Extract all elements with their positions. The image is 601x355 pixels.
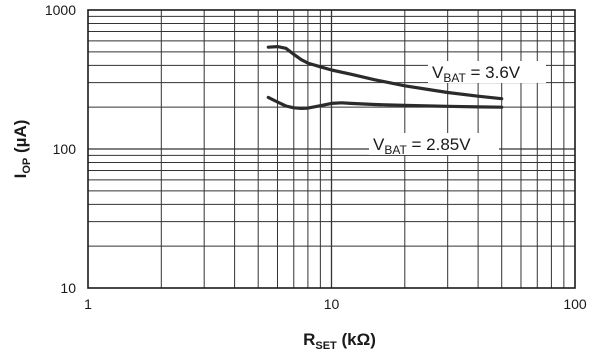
curves: [266, 45, 504, 110]
tick-labels: 1 10 100 10 100 1000: [45, 2, 587, 312]
plot-frame: [87, 9, 576, 289]
grid: [87, 9, 576, 289]
y-tick-label: 10: [60, 280, 76, 296]
series-label: VBAT = 3.6V: [432, 63, 521, 85]
series-line-vbat-2-85v: [266, 95, 504, 110]
x-tick-label: 10: [324, 296, 340, 312]
y-axis-label: IOP (µA): [11, 120, 33, 179]
y-tick-label: 1000: [45, 2, 76, 18]
x-tick-label: 100: [563, 296, 587, 312]
x-tick-label: 1: [84, 296, 92, 312]
series-label-background: [428, 61, 546, 83]
series-label: VBAT = 2.85V: [373, 135, 471, 157]
axis-labels: RSET (kΩ) IOP (µA): [11, 120, 376, 352]
y-tick-label: 100: [53, 141, 77, 157]
x-axis-label: RSET (kΩ): [303, 330, 376, 352]
annotations: VBAT = 3.6V VBAT = 2.85V: [369, 61, 546, 157]
series-label-background: [369, 133, 499, 155]
series-line-vbat-3-6v: [266, 45, 504, 101]
